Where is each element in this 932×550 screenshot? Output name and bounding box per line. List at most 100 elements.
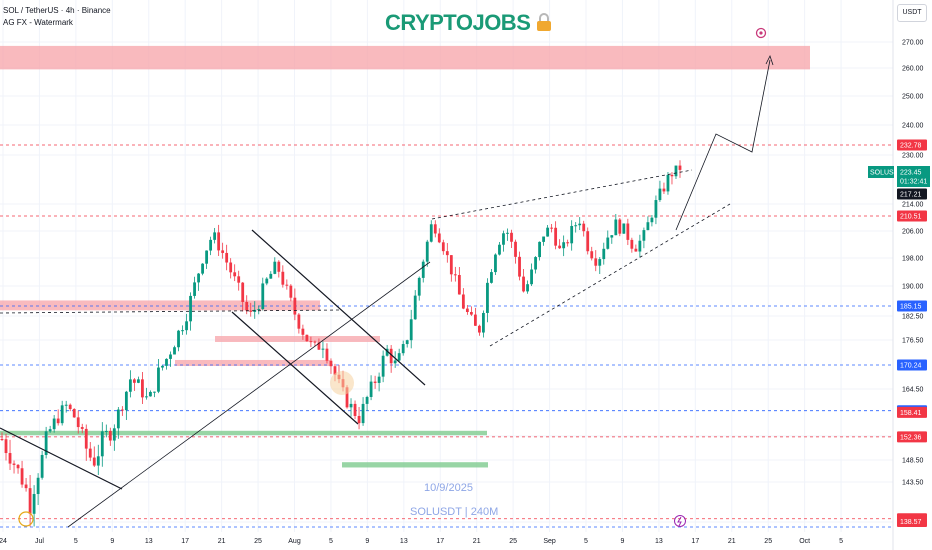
candle-body [638,240,642,252]
candle-body [197,273,200,283]
candle-body [353,403,357,416]
y-tick-label: 270.00 [902,40,924,47]
x-tick-label: Aug [288,538,301,545]
candle-body [205,250,209,264]
candle-body [193,282,196,296]
candle-body [369,381,373,397]
candle-body [558,245,562,249]
lightning-icon [674,515,686,527]
candle-body [141,379,144,398]
candle-body [104,430,108,432]
candle-body [554,227,558,246]
y-tick-label: 143.50 [902,480,924,487]
candle-body [393,360,397,364]
candle-body [333,366,337,375]
candle-body [670,174,674,177]
candle-body [100,431,104,457]
candle-body [413,295,417,320]
candle-body [225,252,229,263]
candle-body [542,236,545,242]
price-badge-dark [897,188,927,200]
candle-body [128,379,132,392]
target-icon [755,27,767,39]
candle-body [24,484,28,489]
x-tick-label: 9 [365,538,369,545]
candle-body [32,494,36,514]
candle-body [189,295,192,322]
candle-body [650,217,654,223]
candle-body [626,223,630,240]
candle-body [381,355,385,377]
last-price-label: 223.45 [900,170,922,177]
candle-body [305,334,309,342]
candle-body [421,261,425,278]
y-tick-label: 214.00 [902,202,924,209]
x-tick-label: 9 [620,538,624,545]
last-price-symbol-badge [868,166,894,178]
x-tick-label: 5 [584,538,588,545]
candle-body [473,314,477,326]
wedge-lower [489,203,731,347]
candle-body [614,219,618,236]
candle-body [325,348,329,361]
candle-body [437,233,441,243]
candle-body [510,232,513,242]
x-tick-label: 5 [329,538,333,545]
candle-body [502,233,505,245]
candle-body [566,242,570,244]
currency-button[interactable]: USDT [897,4,927,22]
candle-body [389,348,393,364]
watermark-label: CRYPTOJOBS [385,10,531,35]
x-tick-label: 21 [728,538,736,545]
candle-body [598,259,602,266]
indicator-title[interactable]: AG FX - Watermark [3,18,73,27]
y-tick-label: 230.00 [902,153,924,160]
candle-body [478,325,481,333]
candle-body [357,415,361,424]
candle-body [52,418,56,430]
x-tick-label: 17 [436,538,444,545]
candle-body [4,439,8,454]
candle-body [8,453,12,464]
candle-body [606,237,610,249]
plot-area [0,0,893,532]
candle-body [461,294,465,309]
candle-body [486,282,489,313]
candle-body [465,308,469,313]
candle-body [149,391,152,397]
candle-body [405,340,409,345]
candle-body [674,165,678,177]
candle-body [441,242,445,252]
price-badge-red [897,431,927,443]
candle-body [538,241,541,258]
candle-body [185,321,188,331]
candle-body [534,257,537,270]
candle-body [425,241,429,262]
price-badge-label: 158.41 [900,410,922,417]
candle-body [16,464,20,469]
candle-body [453,274,457,276]
target-icon-center [759,31,763,35]
candle-body [261,283,265,310]
candle-body [321,348,325,350]
candle-body [401,344,405,354]
candle-body [233,272,237,277]
zone-red [215,336,380,342]
candle-body [72,409,76,418]
channel-lower [231,311,359,425]
candle-body [132,379,136,383]
candle-body [237,276,241,283]
symbol-title[interactable]: SOL / TetherUS · 4h · Binance [3,6,111,15]
candle-body [36,477,40,495]
candle-body [417,277,421,296]
x-tick-label: 25 [764,538,772,545]
highlight-circle [330,371,354,395]
candle-body [578,223,582,226]
candle-body [469,312,473,315]
candle-body [96,456,100,466]
candle-body [0,439,4,440]
candle-body [349,403,353,408]
candle-body [169,354,172,359]
